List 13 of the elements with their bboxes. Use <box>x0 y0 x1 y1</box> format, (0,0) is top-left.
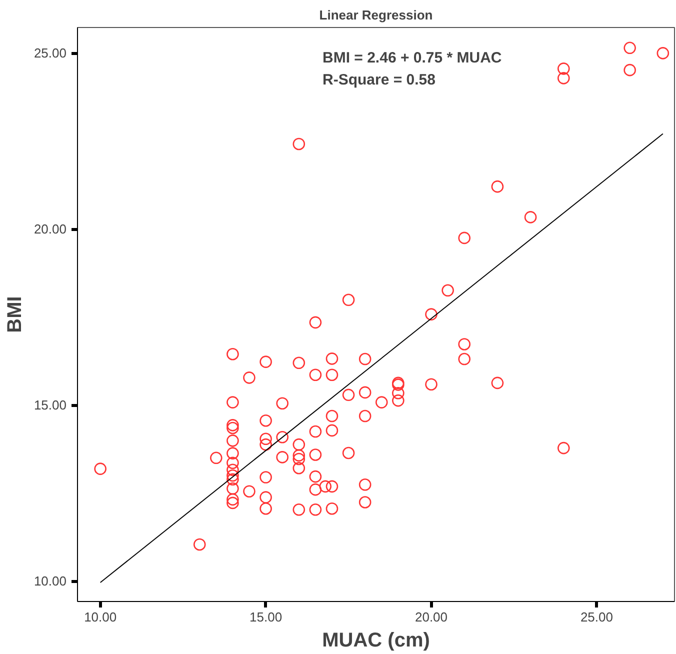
x-tick-label: 10.00 <box>84 610 117 624</box>
chart-title: Linear Regression <box>319 8 433 22</box>
y-axis-title: BMI <box>4 296 26 333</box>
x-tick-label: 20.00 <box>415 610 448 624</box>
annotation: R-Square = 0.58 <box>322 72 436 88</box>
y-tick-label: 15.00 <box>34 398 67 413</box>
y-tick-label: 25.00 <box>34 46 67 61</box>
y-tick-label: 10.00 <box>34 574 67 589</box>
x-axis-title: MUAC (cm) <box>322 630 430 652</box>
x-tick-label: 15.00 <box>250 610 282 624</box>
x-tick-label: 25.00 <box>580 610 614 624</box>
annotation: BMI = 2.46 + 0.75 * MUAC <box>322 50 502 66</box>
y-tick-label: 20.00 <box>34 222 67 237</box>
